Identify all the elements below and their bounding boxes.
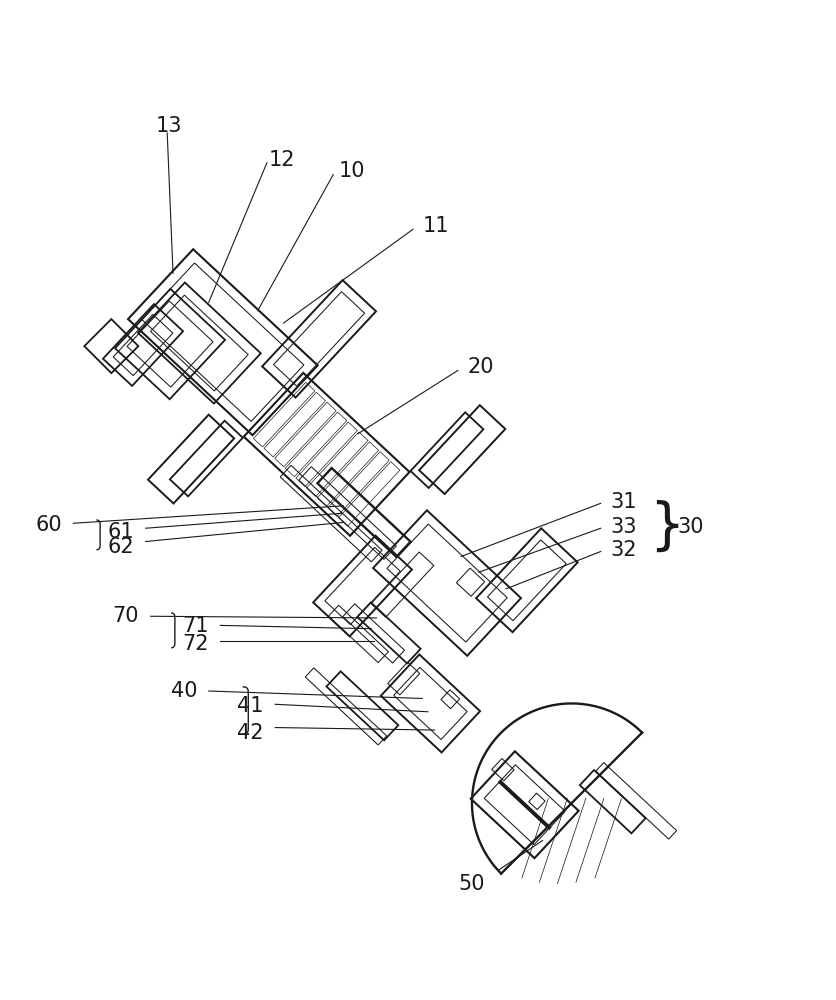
- Text: 50: 50: [459, 874, 485, 894]
- Text: 62: 62: [107, 537, 134, 557]
- Text: 71: 71: [182, 616, 209, 636]
- Text: 70: 70: [112, 606, 139, 626]
- Text: 72: 72: [182, 634, 209, 654]
- Text: 60: 60: [35, 515, 62, 535]
- Text: 61: 61: [107, 522, 134, 542]
- Text: 13: 13: [155, 116, 182, 136]
- Text: 20: 20: [468, 357, 494, 377]
- Text: 11: 11: [423, 216, 450, 236]
- Text: 40: 40: [171, 681, 197, 701]
- Text: 33: 33: [611, 517, 637, 537]
- Text: 30: 30: [677, 517, 704, 537]
- Text: 41: 41: [237, 696, 263, 716]
- Text: 12: 12: [268, 150, 295, 170]
- Text: }: }: [650, 500, 685, 554]
- Text: 31: 31: [611, 492, 637, 512]
- Text: 42: 42: [237, 723, 263, 743]
- Text: 32: 32: [611, 540, 637, 560]
- Text: 10: 10: [339, 161, 364, 181]
